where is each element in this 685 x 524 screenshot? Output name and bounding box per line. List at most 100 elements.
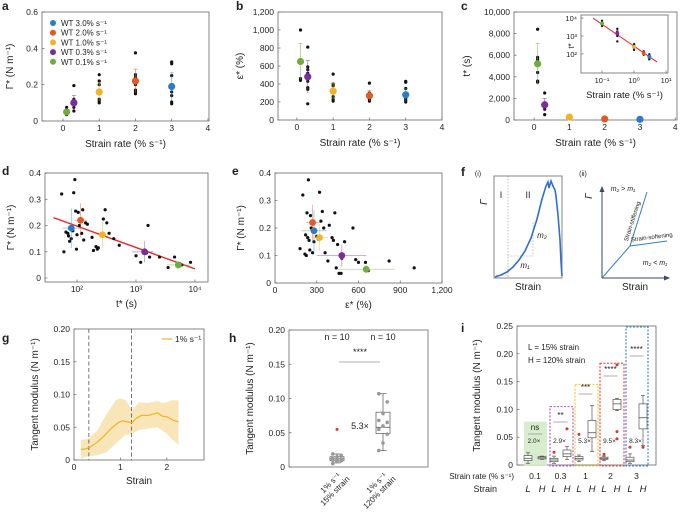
raw-data-point bbox=[306, 102, 310, 106]
mean-marker-0.3 bbox=[541, 101, 549, 109]
significance-label: **** bbox=[353, 347, 368, 357]
strain-level-label: L bbox=[551, 484, 556, 495]
panel-letter-e: e bbox=[232, 164, 239, 178]
rate-group-box-2 bbox=[599, 362, 625, 467]
data-point bbox=[385, 400, 390, 404]
panel-letter-g: g bbox=[2, 331, 9, 345]
data-point bbox=[307, 238, 311, 242]
i-category-3-box bbox=[562, 449, 572, 458]
x-tick-label: 0 bbox=[72, 462, 77, 472]
e-plot-frame bbox=[274, 172, 443, 284]
a-plot-frame bbox=[41, 11, 210, 122]
x-tick-label: 10⁴ bbox=[188, 284, 201, 294]
mean-marker-2 bbox=[131, 77, 140, 85]
outlier-point bbox=[602, 452, 606, 456]
softening-line bbox=[629, 240, 668, 247]
mean-marker-0.3 bbox=[615, 31, 620, 36]
arrow-up-icon bbox=[599, 186, 605, 192]
data-point bbox=[381, 441, 385, 445]
significance-label: ns bbox=[531, 423, 539, 432]
raw-data-point bbox=[298, 28, 303, 32]
panel-letter-h: h bbox=[229, 331, 236, 345]
condition-label: m₂ < m₁ bbox=[643, 260, 668, 267]
data-point bbox=[412, 266, 416, 270]
data-point bbox=[304, 253, 308, 258]
x-tick-label: 0 bbox=[532, 122, 537, 132]
data-point bbox=[385, 420, 390, 425]
data-point bbox=[139, 260, 143, 264]
x-axis-label: Strain rate (% s⁻¹) bbox=[586, 90, 663, 101]
legend-entry: 1% s⁻¹ bbox=[175, 334, 201, 344]
outlier-point bbox=[615, 430, 619, 434]
f-i-frame bbox=[493, 175, 563, 279]
x-tick-label: 0 bbox=[273, 285, 278, 295]
x-tick-label: 300 bbox=[310, 285, 324, 295]
data-point bbox=[331, 461, 335, 466]
fold-change-label: 9.5× bbox=[603, 438, 616, 445]
stiffening-line bbox=[629, 191, 648, 247]
mean-marker-2 bbox=[365, 92, 374, 100]
outlier-point bbox=[641, 445, 645, 449]
x-tick-label: 1 bbox=[567, 122, 572, 132]
data-point bbox=[331, 452, 335, 456]
raw-data-point bbox=[648, 58, 651, 61]
raw-data-point bbox=[404, 100, 408, 104]
data-point bbox=[305, 211, 309, 215]
mean-marker-1 bbox=[565, 113, 573, 121]
data-point bbox=[377, 448, 381, 453]
x-axis-label: Strain rate (% s⁻¹) bbox=[320, 138, 401, 149]
legend-H: H = 120% strain bbox=[528, 356, 585, 365]
y-tick-label: 200 bbox=[260, 97, 274, 107]
panel-letter-a: a bbox=[2, 0, 9, 13]
x-tick-label: 10⁰ bbox=[628, 76, 639, 85]
y-tick-label: 800 bbox=[260, 43, 274, 53]
y-tick-label: 0.20 bbox=[496, 349, 513, 359]
region-label: I bbox=[500, 190, 503, 200]
data-point bbox=[134, 254, 138, 258]
y-axis-label: Γ* (N m⁻¹) bbox=[6, 205, 17, 251]
mean-marker-3 bbox=[647, 54, 652, 59]
i-category-5-box bbox=[587, 420, 597, 439]
mean-marker-2 bbox=[601, 115, 609, 123]
y-axis-label: t* (s) bbox=[462, 55, 473, 76]
x-tick-label: 3 bbox=[638, 122, 643, 132]
y-tick-label: 10⁴ bbox=[565, 14, 577, 23]
y-axis-label: Γ* (N m⁻¹) bbox=[236, 205, 247, 251]
condition-label: m₂ > m₁ bbox=[611, 186, 636, 193]
data-point bbox=[356, 260, 361, 264]
x-tick-label: 900 bbox=[393, 285, 407, 295]
mean-marker-3 bbox=[168, 82, 176, 91]
x-tick-label: 2 bbox=[164, 462, 169, 472]
mean-marker-2 bbox=[77, 216, 84, 224]
fold-change-label: 5.3× bbox=[351, 421, 369, 431]
strain-level-label: L bbox=[627, 484, 632, 495]
data-point bbox=[308, 214, 313, 218]
data-point bbox=[351, 226, 355, 230]
raw-data-point bbox=[170, 62, 174, 66]
data-point bbox=[112, 237, 116, 241]
data-point bbox=[387, 259, 391, 263]
softening-label: Strain-softening bbox=[631, 232, 673, 243]
raw-data-point bbox=[298, 78, 303, 82]
significance-label: *** bbox=[581, 383, 590, 392]
panel-letter-i: i bbox=[461, 321, 464, 335]
mean-marker-0.1 bbox=[174, 261, 182, 269]
y-axis-label: Γ bbox=[584, 192, 595, 199]
data-point bbox=[310, 251, 315, 255]
y-tick-label: 0.05 bbox=[496, 432, 513, 442]
y-tick-label: 0.1 bbox=[29, 247, 41, 257]
subpanel-label: (i) bbox=[475, 171, 481, 178]
raw-data-point bbox=[367, 81, 372, 85]
y-tick-label: 0 bbox=[65, 455, 70, 465]
data-point bbox=[333, 211, 337, 215]
y-tick-label: 10² bbox=[566, 50, 577, 59]
legend-marker bbox=[50, 49, 56, 56]
outlier-point bbox=[565, 427, 569, 431]
y-tick-label: 0.10 bbox=[268, 394, 285, 404]
data-point bbox=[339, 271, 343, 275]
i-plot-frame bbox=[516, 325, 657, 466]
raw-data-point bbox=[97, 79, 101, 83]
mean-marker-2 bbox=[641, 51, 646, 56]
